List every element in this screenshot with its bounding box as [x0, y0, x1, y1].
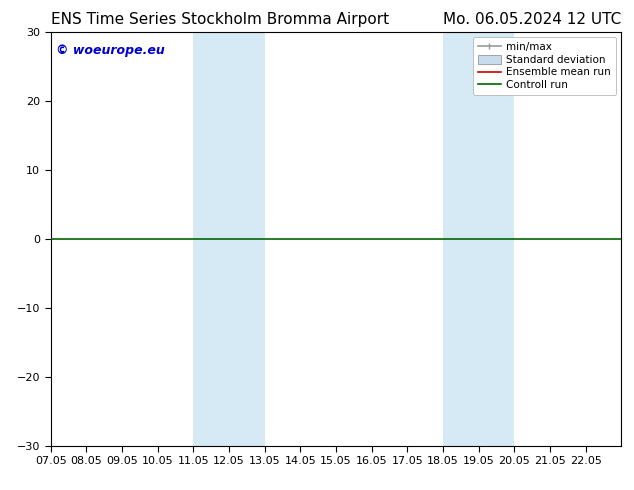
Text: Mo. 06.05.2024 12 UTC: Mo. 06.05.2024 12 UTC: [443, 12, 621, 27]
Bar: [443, 32, 514, 446]
Legend: min/max, Standard deviation, Ensemble mean run, Controll run: min/max, Standard deviation, Ensemble me…: [473, 37, 616, 95]
Text: © woeurope.eu: © woeurope.eu: [56, 44, 165, 57]
Bar: [193, 32, 264, 446]
Text: ENS Time Series Stockholm Bromma Airport: ENS Time Series Stockholm Bromma Airport: [51, 12, 389, 27]
